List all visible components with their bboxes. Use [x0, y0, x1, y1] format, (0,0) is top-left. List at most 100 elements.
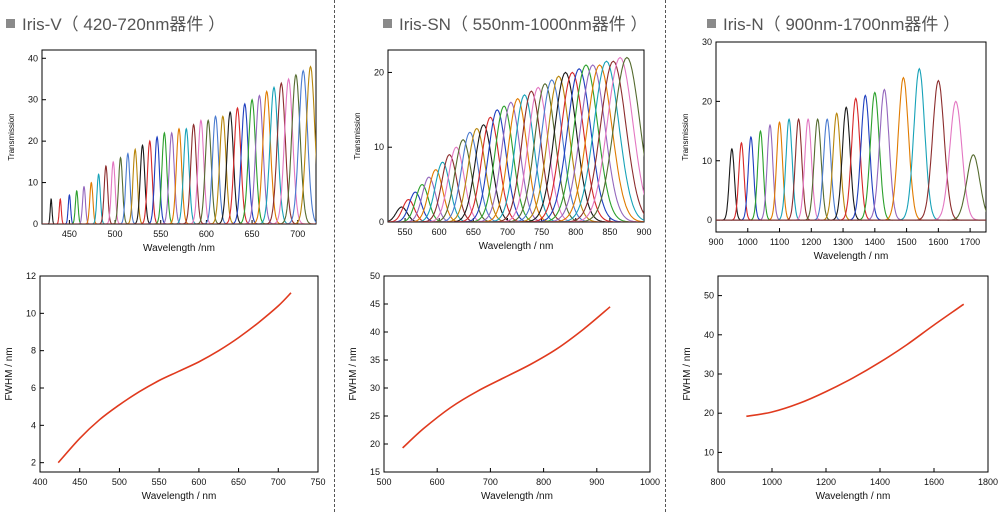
- transmission-peak-line: [189, 119, 213, 224]
- y-tick-label: 20: [370, 439, 380, 449]
- transmission-peak-line: [758, 123, 782, 221]
- transmission-peak-line: [244, 94, 275, 224]
- series-group: [716, 67, 986, 221]
- panel-divider: [665, 0, 666, 512]
- y-tick-label: 45: [370, 299, 380, 309]
- transmission-peak-line: [848, 94, 883, 221]
- x-tick-label: 800: [536, 477, 551, 487]
- y-axis-label: Transmission: [353, 112, 362, 159]
- y-tick-label: 30: [702, 37, 712, 47]
- series-group: [746, 303, 965, 418]
- x-tick-label: 500: [112, 477, 127, 487]
- x-tick-label: 550: [152, 477, 167, 487]
- x-tick-label: 500: [376, 477, 391, 487]
- y-tick-label: 2: [31, 458, 36, 468]
- x-tick-label: 800: [710, 477, 725, 487]
- y-tick-label: 20: [28, 136, 38, 146]
- bullet-square-icon: [707, 19, 716, 28]
- x-axis-label: Wavelength / nm: [479, 241, 554, 252]
- y-tick-label: 10: [26, 308, 36, 318]
- x-tick-label: 1800: [978, 477, 998, 487]
- transmission-chart-iris-sn: 550 600 650 700 750 800 850 900 0 10 20 Wavelength …: [353, 49, 652, 252]
- x-tick-label: 600: [430, 477, 445, 487]
- x-tick-label: 1700: [960, 237, 980, 247]
- x-tick-label: 1300: [833, 237, 853, 247]
- y-tick-label: 50: [370, 271, 380, 281]
- y-tick-label: 15: [370, 467, 380, 477]
- y-tick-label: 40: [28, 53, 38, 63]
- transmission-peak-line: [112, 156, 129, 224]
- x-tick-label: 650: [231, 477, 246, 487]
- x-tick-label: 1600: [928, 237, 948, 247]
- x-axis-label: Wavelength / nm: [814, 251, 889, 262]
- transmission-peak-line: [915, 79, 962, 221]
- transmission-chart-iris-n: 900 1000 1100 1200 1300 1400 1500 1600 1700 0 10 20…: [681, 37, 987, 262]
- y-tick-label: 30: [704, 369, 714, 379]
- x-tick-label: 1000: [762, 477, 782, 487]
- bullet-square-icon: [383, 19, 392, 28]
- x-tick-label: 550: [398, 227, 413, 237]
- transmission-peak-line: [133, 143, 152, 224]
- transmission-peak-line: [119, 152, 137, 224]
- y-tick-label: 35: [370, 355, 380, 365]
- series-group: [42, 65, 316, 224]
- transmission-peak-line: [493, 90, 570, 222]
- x-tick-label: 450: [72, 477, 87, 487]
- y-tick-label: 12: [26, 271, 36, 281]
- x-axis-label: Wavelength /nm: [143, 243, 215, 254]
- transmission-peak-line: [515, 75, 602, 222]
- x-tick-label: 750: [310, 477, 325, 487]
- plot-frame: [39, 275, 319, 473]
- y-tick-label: 8: [31, 346, 36, 356]
- y-tick-label: 10: [374, 142, 384, 152]
- x-axis-label: Wavelength / nm: [816, 491, 891, 502]
- transmission-peak-line: [480, 97, 555, 222]
- transmission-peak-line: [740, 135, 762, 221]
- y-tick-label: 30: [370, 383, 380, 393]
- y-tick-label: 10: [702, 156, 712, 166]
- transmission-peak-line: [64, 194, 75, 224]
- y-axis-label: FWHM / nm: [682, 347, 693, 400]
- y-tick-label: 6: [31, 383, 36, 393]
- y-tick-label: 4: [31, 420, 36, 430]
- panel-title-text: Iris-N（ 900nm-1700nm器件 ）: [723, 15, 961, 34]
- y-tick-label: 40: [370, 327, 380, 337]
- transmission-peak-line: [839, 97, 873, 221]
- transmission-peak-line: [794, 117, 822, 221]
- transmission-peak-line: [550, 64, 644, 222]
- transmission-peak-line: [897, 67, 941, 221]
- panel-title-iris-v: Iris-V（ 420-720nm器件 ）: [6, 10, 225, 35]
- x-tick-label: 1400: [870, 477, 890, 487]
- y-tick-label: 50: [704, 291, 714, 301]
- transmission-peak-line: [413, 161, 472, 222]
- transmission-peak-line: [812, 118, 842, 221]
- y-axis-label: Transmission: [7, 113, 16, 160]
- x-tick-label: 1000: [738, 237, 758, 247]
- x-tick-label: 1600: [924, 477, 944, 487]
- x-tick-label: 650: [245, 229, 260, 239]
- x-axis-label: Wavelength /nm: [481, 491, 553, 502]
- transmission-peak-line: [272, 77, 306, 224]
- transmission-peak-line: [105, 160, 121, 224]
- transmission-peak-line: [293, 65, 316, 224]
- plot-frame: [717, 275, 989, 473]
- y-tick-label: 10: [28, 178, 38, 188]
- y-tick-label: 20: [704, 408, 714, 418]
- transmission-peak-line: [98, 164, 114, 224]
- transmission-peak-line: [279, 73, 313, 224]
- y-axis-label: FWHM / nm: [4, 347, 15, 400]
- transmission-peak-line: [857, 91, 893, 221]
- panel-title-text: Iris-SN（ 550nm-1000nm器件 ）: [399, 15, 648, 34]
- transmission-peak-line: [776, 117, 802, 221]
- transmission-peak-line: [92, 173, 106, 224]
- x-tick-label: 900: [708, 237, 723, 247]
- transmission-peak-line: [286, 69, 316, 224]
- x-tick-label: 700: [483, 477, 498, 487]
- transmission-peak-line: [882, 76, 924, 221]
- x-axis-label: Wavelength / nm: [142, 491, 217, 502]
- transmission-peak-line: [498, 86, 578, 222]
- transmission-peak-line: [408, 169, 464, 222]
- transmission-peak-line: [210, 115, 236, 224]
- x-tick-label: 1000: [640, 477, 660, 487]
- transmission-peak-line: [175, 127, 198, 224]
